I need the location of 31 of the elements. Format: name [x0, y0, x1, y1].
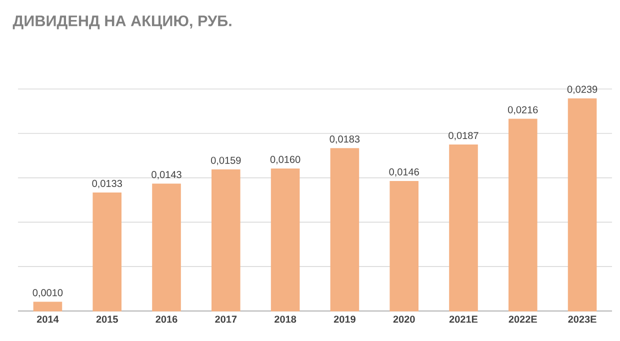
data-label: 0,0133 [92, 180, 122, 188]
data-label: 0,0146 [389, 168, 419, 177]
data-label: 0,0239 [567, 86, 598, 94]
bar [33, 302, 62, 312]
bar [152, 184, 181, 312]
data-label: 0,0159 [211, 156, 241, 166]
bar [92, 192, 122, 312]
data-label: 0,0143 [152, 171, 182, 180]
x-tick-label: 2018 [274, 316, 296, 323]
bar [568, 98, 597, 312]
chart-title: ДИВИДЕНД НА АКЦИЮ, РУБ. [12, 15, 232, 30]
x-tick-label: 2016 [156, 316, 178, 323]
bar [212, 169, 240, 312]
data-label: 0,0010 [32, 289, 63, 298]
data-label: 0,0187 [448, 132, 478, 140]
x-tick-label: 2017 [215, 316, 237, 323]
data-label: 0,0216 [508, 106, 538, 114]
data-label: 0,0160 [270, 156, 300, 164]
bar [508, 118, 538, 312]
x-tick-label: 2019 [334, 316, 356, 323]
x-tick-label: 2015 [96, 316, 118, 323]
bar [330, 148, 360, 312]
bar [270, 168, 300, 312]
bar [449, 144, 478, 312]
data-label: 0,0183 [330, 136, 360, 144]
x-tick-label: 2020 [393, 316, 415, 323]
x-tick-label: 2022E [508, 316, 537, 323]
x-tick-label: 2023E [568, 316, 596, 323]
x-tick-label: 2014 [36, 316, 59, 323]
x-tick-label: 2021E [449, 316, 478, 323]
bar [390, 180, 418, 312]
